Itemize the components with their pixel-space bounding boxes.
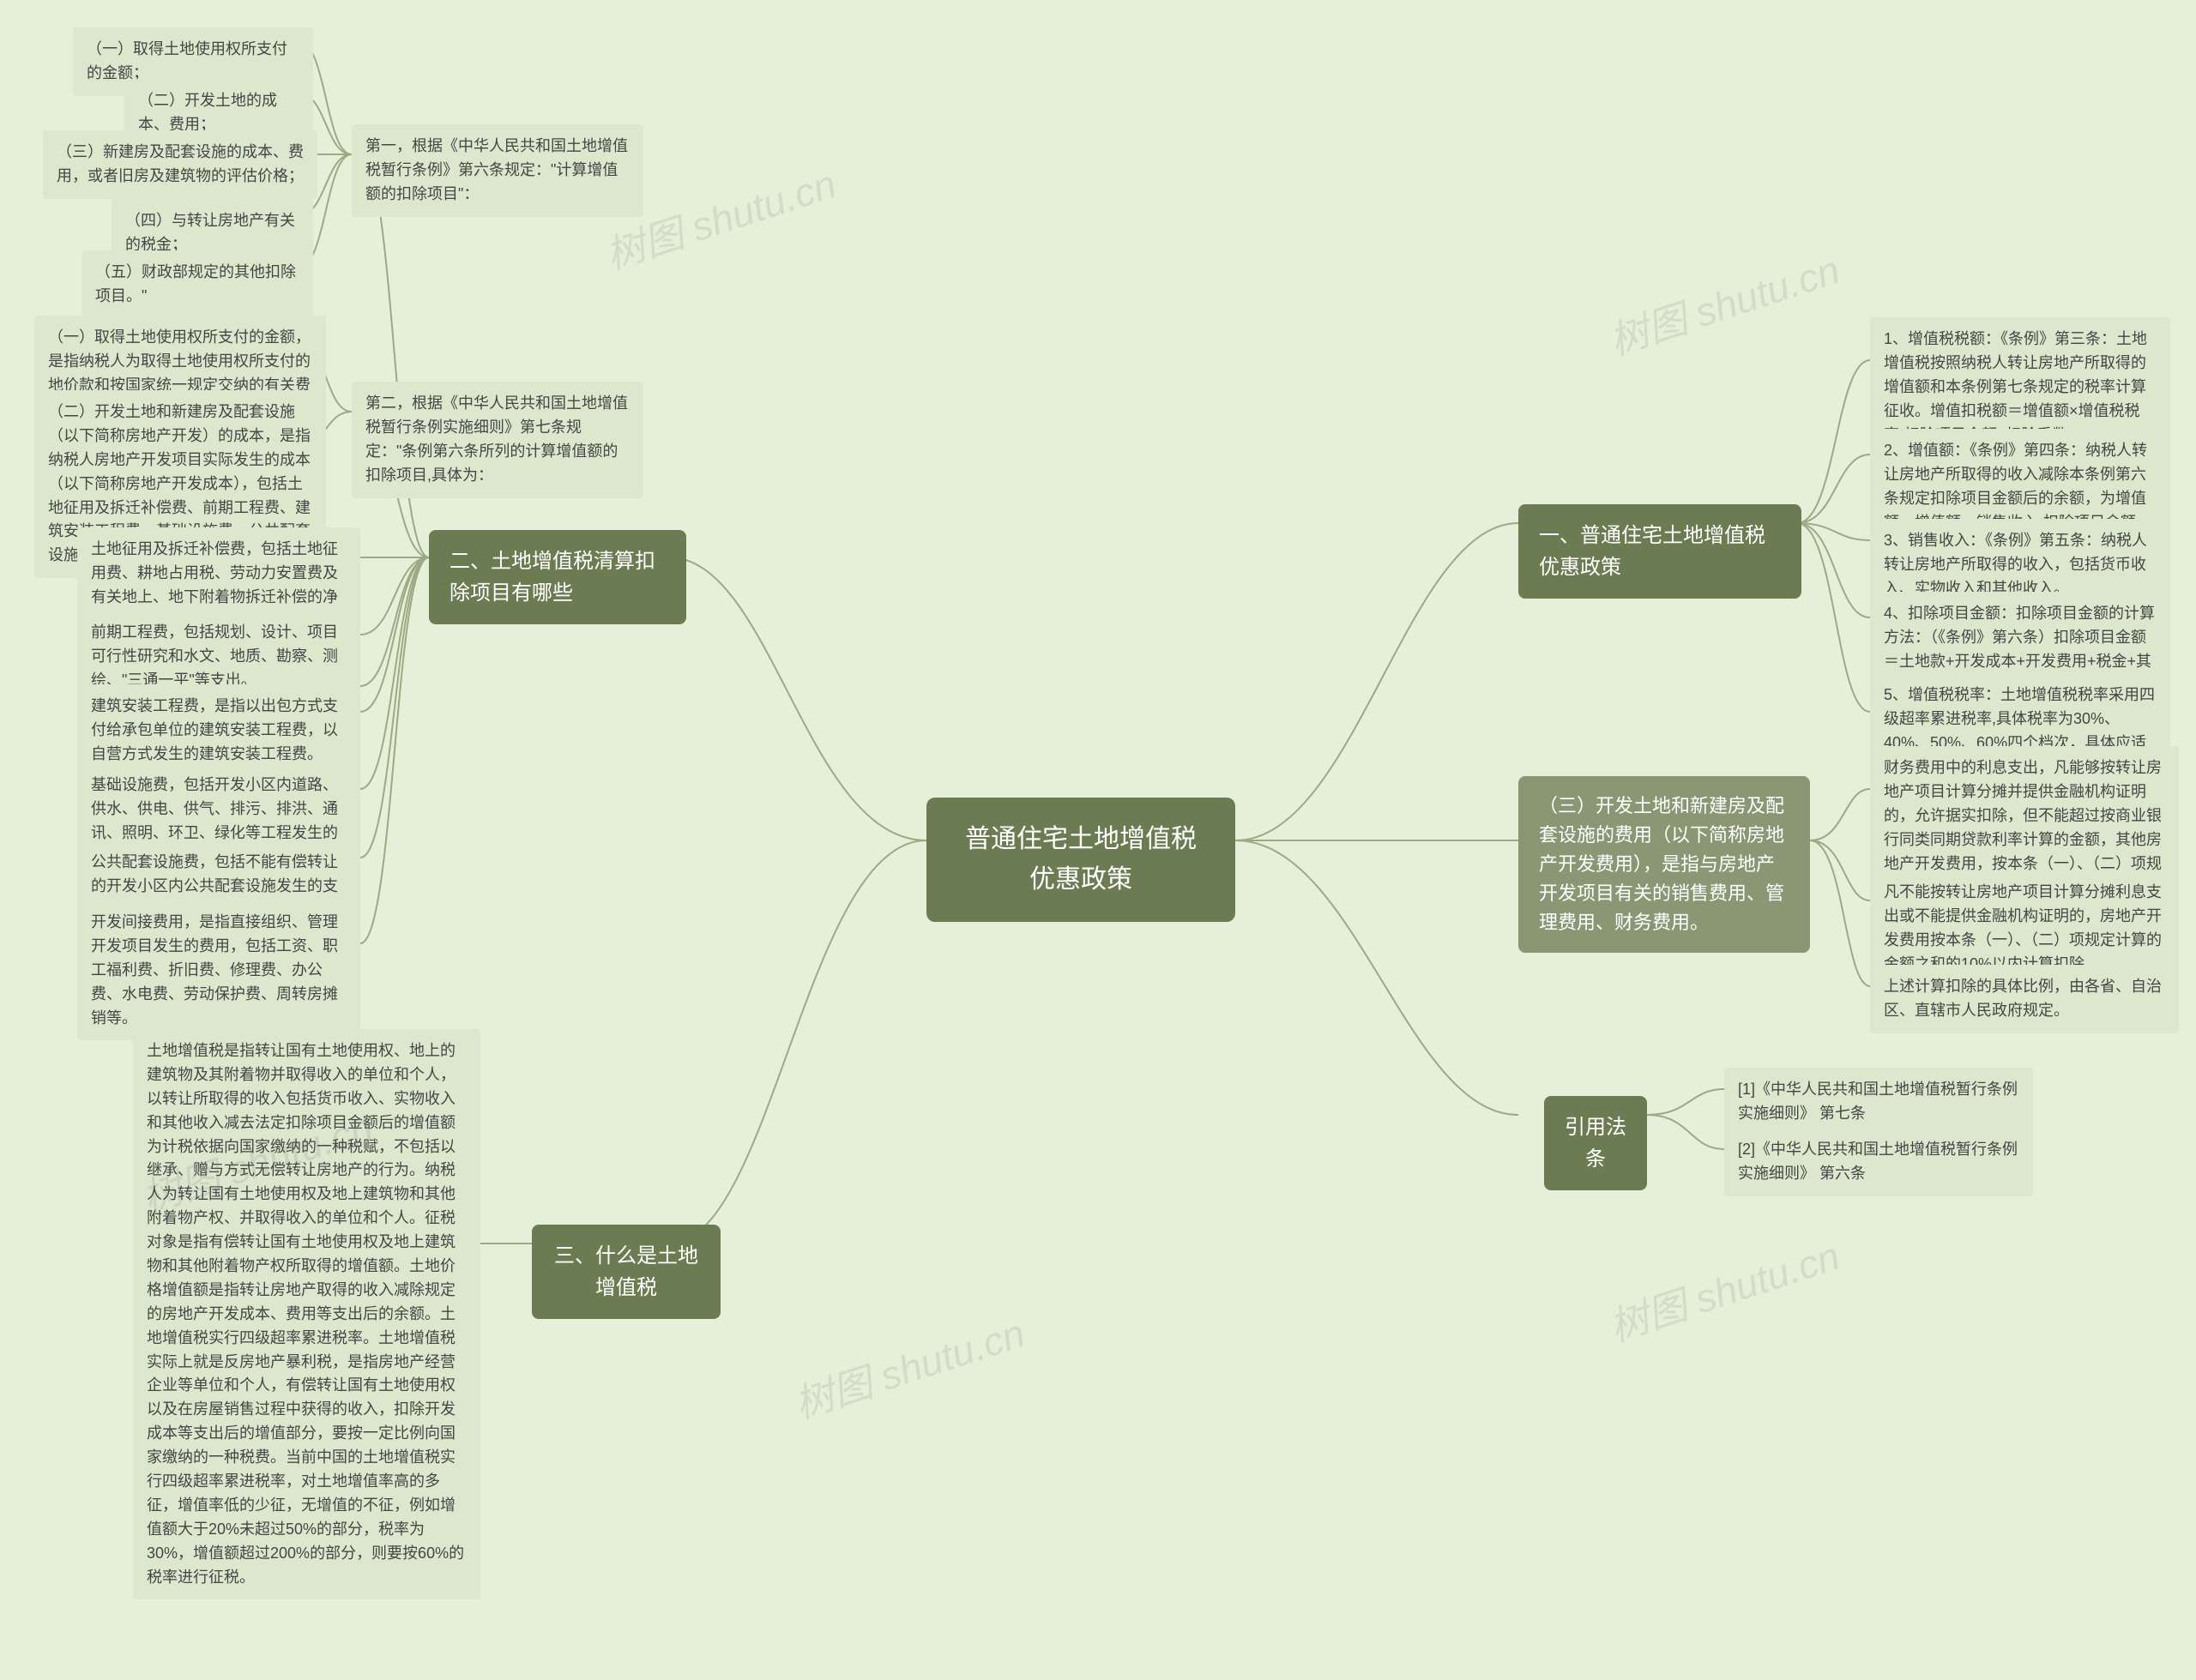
b5-leaf-2: [2]《中华人民共和国土地增值税暂行条例实施细则》 第六条 [1724, 1128, 2033, 1196]
branch-2: 二、土地增值税清算扣除项目有哪些 [429, 530, 686, 624]
b2-g2-i8: 开发间接费用，是指直接组织、管理开发项目发生的费用，包括工资、职工福利费、折旧费… [77, 900, 360, 1040]
b5-leaf-1: [1]《中华人民共和国土地增值税暂行条例实施细则》 第七条 [1724, 1068, 2033, 1136]
b2-g1-i5: （五）财政部规定的其他扣除项目。" [81, 250, 313, 319]
branch-1: 一、普通住宅土地增值税优惠政策 [1518, 504, 1801, 599]
root-title: 普通住宅土地增值税优惠政策 [965, 825, 1197, 894]
branch-1-label: 一、普通住宅土地增值税优惠政策 [1539, 524, 1765, 579]
b4-leaf-3: 上述计算扣除的具体比例，由各省、自治区、直辖市人民政府规定。 [1870, 965, 2179, 1033]
root-node: 普通住宅土地增值税优惠政策 [926, 798, 1235, 922]
branch-3: 三、什么是土地增值税 [532, 1225, 721, 1319]
branch-2-label: 二、土地增值税清算扣除项目有哪些 [449, 550, 655, 605]
b2-g1-header: 第一，根据《中华人民共和国土地增值税暂行条例》第六条规定："计算增值额的扣除项目… [352, 124, 643, 217]
b2-g1-i3: （三）新建房及配套设施的成本、费用，或者旧房及建筑物的评估价格； [43, 130, 317, 199]
branch-5-label: 引用法条 [1565, 1116, 1626, 1171]
watermark: 树图 shutu.cn [787, 1303, 1031, 1430]
branch-5: 引用法条 [1544, 1096, 1647, 1190]
branch-3-label: 三、什么是土地增值税 [554, 1244, 698, 1299]
b3-leaf: 土地增值税是指转让国有土地使用权、地上的建筑物及其附着物并取得收入的单位和个人，… [133, 1029, 480, 1599]
watermark: 树图 shutu.cn [1602, 239, 1846, 367]
watermark: 树图 shutu.cn [1602, 1225, 1846, 1353]
b2-g2-header: 第二，根据《中华人民共和国土地增值税暂行条例实施细则》第七条规定："条例第六条所… [352, 382, 643, 498]
branch-4-label: （三）开发土地和新建房及配套设施的费用（以下简称房地产开发费用），是指与房地产开… [1539, 795, 1784, 933]
branch-4: （三）开发土地和新建房及配套设施的费用（以下简称房地产开发费用），是指与房地产开… [1518, 776, 1810, 953]
